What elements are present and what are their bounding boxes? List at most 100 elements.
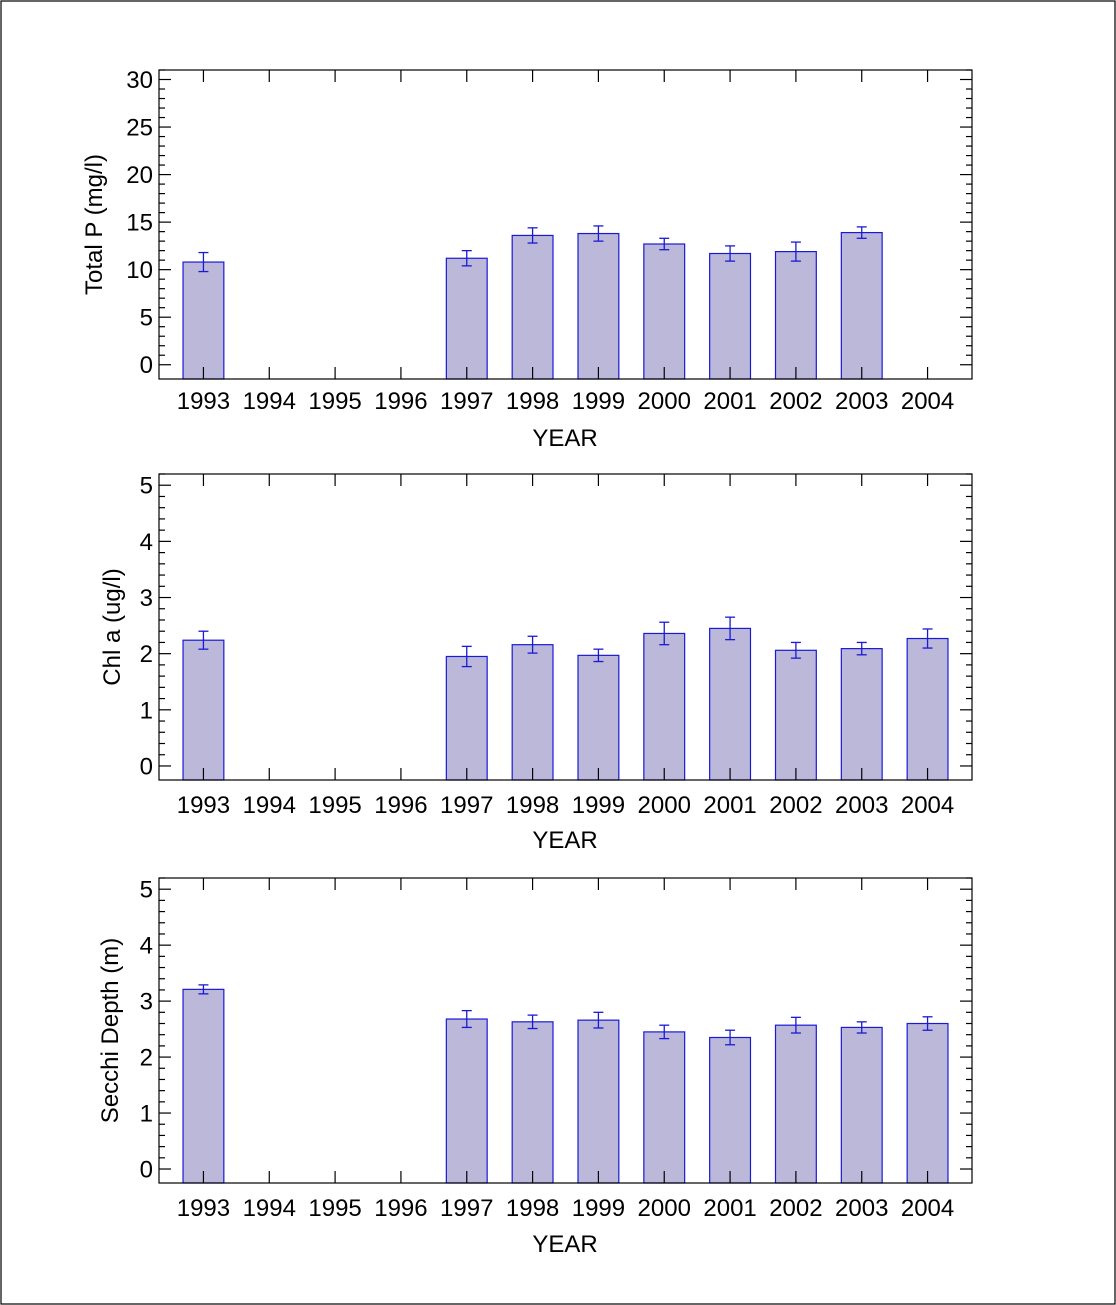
total-p-plot-frame [158,69,973,380]
chl-a-bars [182,627,949,781]
secchi-depth-error-bars [198,984,933,1046]
chl-a-x-tick-label: 1997 [440,792,493,819]
chl-a-y-tick-label: 1 [140,697,153,724]
total-p-bars [182,231,883,380]
chl-a-bar-1997 [445,655,488,781]
total-p-y-tick-label: 15 [126,210,153,237]
chl-a-x-tick-label: 2004 [901,792,954,819]
total-p-x-ticks: 1993 1994 1995 1996 1997 1998 1999 2000 2001 2002… [177,70,954,415]
secchi-depth-bar-2002 [774,1024,817,1184]
chl-a-x-tick-label: 2000 [638,792,691,819]
chl-a-plot-frame [158,473,973,781]
total-p-y-tick-label: 30 [126,67,153,94]
secchi-depth-x-tick-label: 1993 [177,1195,230,1222]
secchi-depth-bar-2000 [643,1031,686,1184]
chl-a-bar-2000 [643,632,686,781]
chl-a-x-tick-label: 1993 [177,792,230,819]
total-p-x-tick-label: 1995 [308,388,361,415]
secchi-depth-y-ticks: 0 1 2 3 4 5 [140,877,972,1184]
chl-a-y-tick-label: 2 [140,641,153,668]
secchi-depth-y-tick-label: 4 [140,933,153,960]
total-p-bar-1998 [511,234,554,380]
secchi-depth-panel: 0 1 2 3 4 5 1993 1994 1995 1996 1997 1998 1999 2000 2… [97,877,973,1258]
chl-a-x-tick-label: 2001 [703,792,756,819]
total-p-y-tick-label: 0 [140,352,153,379]
chl-a-x-tick-label: 1998 [506,792,559,819]
total-p-x-tick-label: 1993 [177,388,230,415]
secchi-depth-bar-1997 [445,1018,488,1184]
secchi-depth-x-tick-label: 2004 [901,1195,954,1222]
chl-a-bar-1993 [182,639,225,781]
total-p-bar-2001 [709,252,752,380]
secchi-depth-x-tick-label: 1997 [440,1195,493,1222]
secchi-depth-bar-2003 [840,1026,883,1184]
chl-a-bar-1998 [511,644,554,781]
secchi-depth-x-tick-label: 1995 [308,1195,361,1222]
total-p-x-tick-label: 2004 [901,388,954,415]
chl-a-bar-1999 [577,654,620,781]
total-p-y-tick-label: 5 [140,305,153,332]
secchi-depth-bar-2001 [709,1036,752,1184]
secchi-depth-y-axis-title: Secchi Depth (m) [97,938,124,1123]
total-p-bar-1999 [577,232,620,380]
total-p-x-tick-label: 2002 [769,388,822,415]
total-p-x-tick-label: 2000 [638,388,691,415]
secchi-depth-x-ticks: 1993 1994 1995 1996 1997 1998 1999 2000 2001 2002… [177,878,954,1222]
total-p-x-tick-label: 1994 [243,388,296,415]
chl-a-y-tick-label: 3 [140,585,153,612]
chl-a-bar-2002 [774,649,817,781]
total-p-x-tick-label: 1998 [506,388,559,415]
secchi-depth-x-tick-label: 1998 [506,1195,559,1222]
total-p-x-tick-label: 1996 [374,388,427,415]
total-p-y-axis-title: Total P (mg/l) [81,154,108,295]
secchi-depth-x-tick-label: 1996 [374,1195,427,1222]
total-p-bar-1993 [182,261,225,380]
secchi-depth-x-tick-label: 2002 [769,1195,822,1222]
secchi-depth-bar-1998 [511,1021,554,1184]
chl-a-x-tick-label: 2003 [835,792,888,819]
chl-a-bar-2003 [840,648,883,781]
secchi-depth-y-tick-label: 3 [140,989,153,1016]
total-p-x-tick-label: 1999 [572,388,625,415]
chl-a-y-tick-label: 5 [140,473,153,500]
chl-a-y-tick-label: 4 [140,529,153,556]
chl-a-x-ticks: 1993 1994 1995 1996 1997 1998 1999 2000 2001 2002… [177,474,954,819]
total-p-y-tick-label: 25 [126,115,153,142]
chl-a-y-axis-title: Chl a (ug/l) [99,568,126,685]
total-p-bar-2003 [840,231,883,380]
total-p-y-tick-label: 10 [126,257,153,284]
secchi-depth-x-axis-title: YEAR [532,1231,597,1258]
secchi-depth-y-tick-label: 2 [140,1045,153,1072]
secchi-depth-x-tick-label: 2003 [835,1195,888,1222]
total-p-x-axis-title: YEAR [532,425,597,452]
secchi-depth-x-tick-label: 2001 [703,1195,756,1222]
total-p-x-tick-label: 2001 [703,388,756,415]
chl-a-x-tick-label: 2002 [769,792,822,819]
chl-a-x-tick-label: 1995 [308,792,361,819]
secchi-depth-plot-frame [158,877,973,1184]
total-p-bar-2002 [774,250,817,380]
chl-a-x-tick-label: 1999 [572,792,625,819]
secchi-depth-bar-1999 [577,1019,620,1184]
chl-a-bar-2004 [906,637,949,781]
total-p-x-tick-label: 1997 [440,388,493,415]
secchi-depth-y-tick-label: 0 [140,1157,153,1184]
total-p-y-tick-label: 20 [126,162,153,189]
chl-a-x-tick-label: 1994 [243,792,296,819]
total-p-error-bars [198,225,867,273]
total-p-bar-2000 [643,243,686,380]
chl-a-y-tick-label: 0 [140,753,153,780]
secchi-depth-y-tick-label: 1 [140,1101,153,1128]
secchi-depth-y-tick-label: 5 [140,877,153,904]
secchi-depth-bar-2004 [906,1022,949,1184]
chl-a-y-ticks: 0 1 2 3 4 5 [140,473,972,780]
chl-a-x-tick-label: 1996 [374,792,427,819]
total-p-y-ticks: 0 5 10 15 20 25 30 [126,67,972,379]
secchi-depth-x-tick-label: 2000 [638,1195,691,1222]
secchi-depth-x-tick-label: 1999 [572,1195,625,1222]
chl-a-panel: 0 1 2 3 4 5 1993 1994 1995 1996 1997 1998 1999 2000 2… [99,473,973,854]
secchi-depth-bar-1993 [182,988,225,1184]
secchi-depth-x-tick-label: 1994 [243,1195,296,1222]
